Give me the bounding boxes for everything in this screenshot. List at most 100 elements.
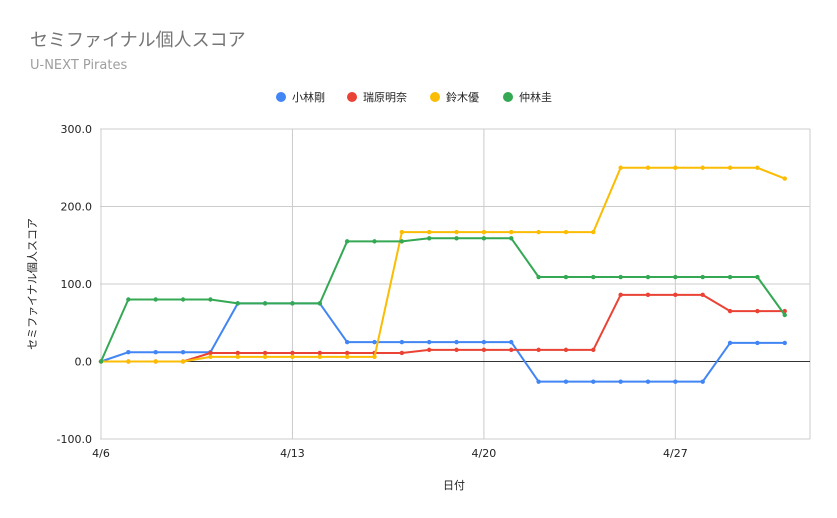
data-point	[344, 239, 350, 244]
data-point	[344, 339, 350, 345]
data-point	[235, 301, 240, 306]
data-point	[563, 347, 569, 353]
data-point	[645, 292, 651, 298]
grid-lines	[100, 128, 811, 440]
data-point	[454, 339, 459, 345]
data-point	[454, 229, 459, 235]
data-point	[591, 274, 596, 280]
data-point	[536, 229, 541, 235]
data-point	[700, 165, 705, 170]
legend-marker	[347, 92, 357, 102]
y-tick-label: 0.0	[75, 356, 93, 369]
legend-label: 瑞原明奈	[363, 90, 407, 104]
x-axis-ticks: 4/6 4/13 4/20 4/27	[92, 447, 688, 460]
data-point	[317, 301, 322, 306]
chart-subtitle: U-NEXT Pirates	[30, 58, 128, 73]
data-point	[126, 350, 131, 355]
data-point	[180, 359, 186, 364]
legend-marker	[276, 92, 286, 102]
data-point	[755, 274, 760, 280]
series-group	[98, 236, 787, 364]
data-point	[673, 292, 678, 298]
data-point	[645, 379, 651, 384]
data-point	[208, 354, 213, 360]
legend: 小林剛 瑞原明奈 鈴木優 仲林圭	[276, 90, 552, 104]
data-point	[262, 350, 268, 356]
data-point	[481, 236, 487, 241]
data-point	[618, 292, 623, 298]
data-point	[700, 274, 705, 280]
data-point	[317, 350, 322, 356]
data-point	[344, 350, 350, 356]
data-point	[344, 354, 350, 360]
data-point	[481, 339, 487, 345]
data-point	[755, 165, 760, 170]
data-point	[700, 379, 705, 384]
data-point	[509, 236, 514, 241]
data-point	[618, 165, 623, 170]
data-point	[262, 301, 268, 306]
data-point	[755, 308, 760, 314]
data-point	[536, 347, 541, 353]
data-point	[700, 292, 705, 298]
data-point	[673, 274, 678, 280]
data-point	[126, 297, 131, 302]
legend-item: 鈴木優	[430, 90, 479, 104]
data-point	[235, 350, 240, 356]
legend-marker	[503, 92, 513, 102]
legend-item: 小林剛	[276, 90, 325, 104]
data-point	[782, 340, 787, 346]
x-tick-label: 4/20	[472, 447, 497, 460]
data-point	[290, 301, 295, 306]
chart-title: セミファイナル個人スコア	[30, 30, 246, 51]
data-point	[153, 297, 158, 302]
data-point	[481, 347, 487, 353]
series-lines	[98, 165, 787, 384]
data-point	[290, 350, 295, 356]
data-point	[208, 297, 213, 302]
data-point	[454, 347, 459, 353]
legend-label: 仲林圭	[519, 90, 552, 104]
data-point	[153, 350, 158, 355]
data-point	[509, 347, 514, 353]
legend-item: 仲林圭	[503, 90, 552, 104]
data-point	[372, 339, 377, 345]
y-axis-ticks: 300.0 200.0 100.0 0.0 -100.0	[57, 123, 92, 446]
data-point	[427, 347, 432, 353]
series-line	[101, 166, 786, 363]
data-point	[180, 350, 186, 355]
legend-label: 小林剛	[292, 90, 325, 104]
data-point	[399, 239, 405, 244]
data-point	[563, 379, 569, 384]
y-tick-label: -100.0	[57, 433, 92, 446]
data-point	[481, 229, 487, 235]
data-point	[755, 340, 760, 346]
data-point	[591, 229, 596, 235]
data-point	[372, 239, 377, 244]
data-point	[372, 354, 377, 360]
data-point	[399, 229, 405, 235]
data-point	[235, 354, 240, 360]
data-point	[727, 340, 733, 346]
data-point	[591, 347, 596, 353]
data-point	[126, 359, 131, 364]
data-point	[727, 308, 733, 314]
y-tick-label: 300.0	[61, 123, 93, 136]
data-point	[427, 339, 432, 345]
data-point	[563, 274, 569, 280]
series-line	[100, 302, 785, 383]
data-point	[317, 354, 322, 360]
data-point	[563, 229, 569, 235]
data-point	[673, 165, 678, 170]
data-point	[618, 379, 623, 384]
series-line	[101, 293, 785, 363]
data-point	[454, 236, 459, 241]
data-point	[180, 297, 186, 302]
data-point	[399, 350, 405, 356]
y-tick-label: 100.0	[61, 278, 93, 291]
x-tick-label: 4/13	[280, 447, 305, 460]
legend-item: 瑞原明奈	[347, 90, 407, 104]
series-line	[100, 237, 786, 362]
data-point	[98, 359, 104, 364]
data-point	[645, 274, 651, 280]
